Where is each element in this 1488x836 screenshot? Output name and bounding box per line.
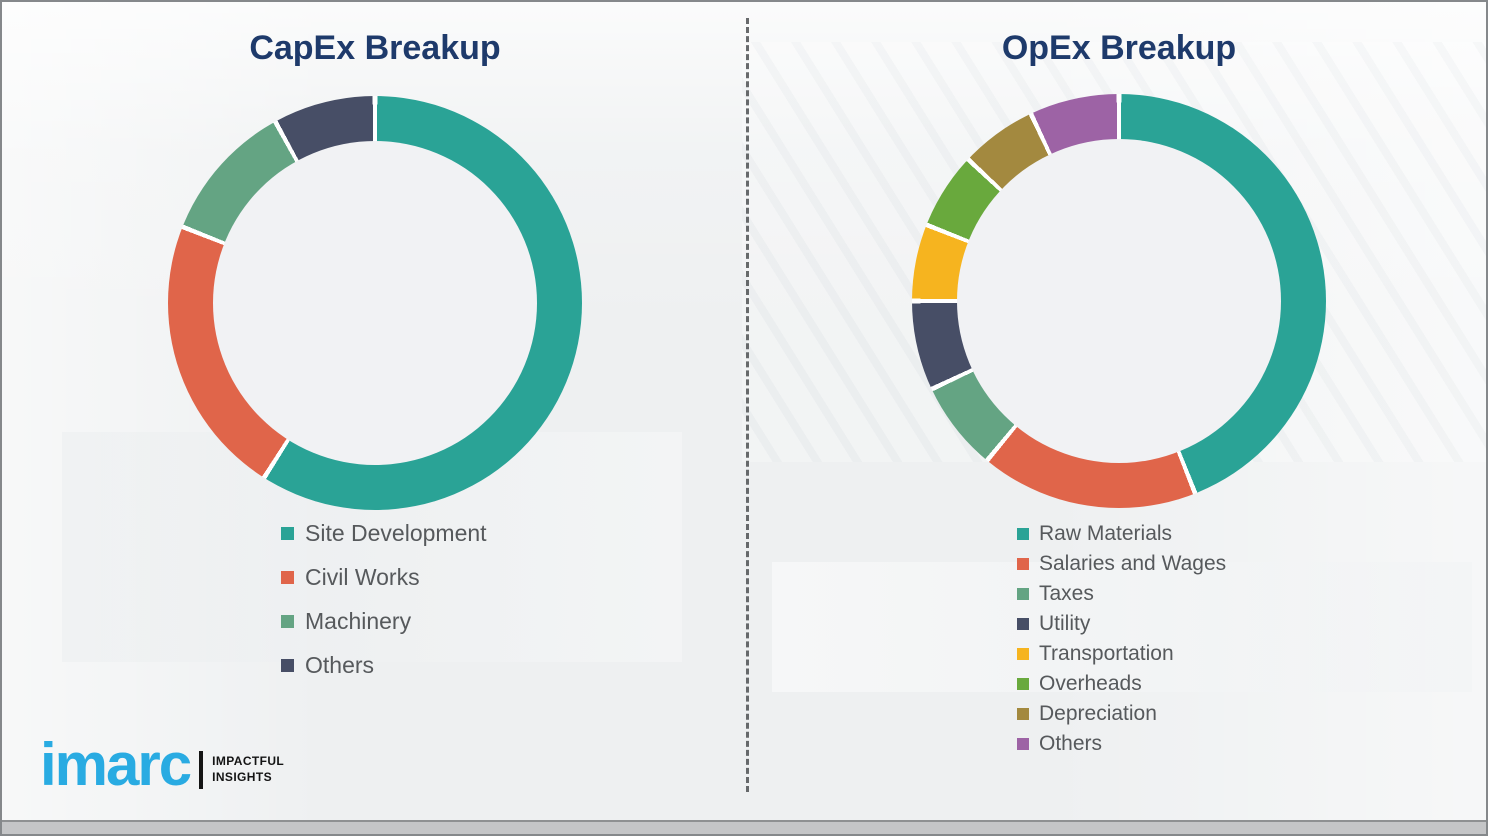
- legend-item: Transportation: [1017, 639, 1226, 669]
- imarc-tagline-line2: INSIGHTS: [212, 770, 272, 784]
- imarc-tagline-line1: IMPACTFUL: [212, 754, 285, 769]
- opex-donut-chart: [912, 94, 1326, 508]
- legend-label: Civil Works: [305, 563, 420, 590]
- legend-color-marker: [1017, 678, 1029, 690]
- legend-label: Raw Materials: [1039, 522, 1173, 545]
- opex-chart-title: OpEx Breakup: [1001, 29, 1237, 67]
- legend-item: Civil Works: [281, 555, 487, 599]
- legend-item: Utility: [1017, 609, 1226, 639]
- legend-color-marker: [1017, 708, 1029, 720]
- legend-color-marker: [281, 526, 294, 540]
- capex-donut-chart: [168, 96, 582, 510]
- legend-label: Transportation: [1039, 642, 1174, 665]
- legend-label: Others: [1039, 732, 1103, 755]
- capex-legend: Site Development Civil Works Machinery Othe…: [281, 511, 487, 687]
- capex-chart-title: CapEx Breakup: [249, 29, 501, 67]
- capex-donut-hole: [213, 141, 537, 465]
- bottom-strip: [2, 820, 1486, 834]
- legend-color-marker: [1017, 738, 1029, 750]
- legend-item: Others: [1017, 729, 1226, 759]
- imarc-logo-brand: imarc: [40, 731, 192, 798]
- legend-color-marker: [1017, 648, 1029, 660]
- legend-color-marker: [1017, 618, 1029, 630]
- imarc-logo-divider-bar: [199, 751, 204, 789]
- legend-label: Depreciation: [1039, 702, 1157, 725]
- opex-legend: Raw Materials Salaries and Wages Taxes Util…: [1017, 519, 1226, 759]
- imarc-logo: imarc IMPACTFUL INSIGHTS: [40, 735, 284, 795]
- imarc-logo-tagline: IMPACTFUL INSIGHTS: [212, 754, 284, 785]
- legend-color-marker: [1017, 558, 1029, 570]
- legend-label: Others: [305, 651, 375, 678]
- legend-label: Overheads: [1039, 672, 1142, 695]
- legend-label: Utility: [1039, 612, 1091, 635]
- legend-item: Machinery: [281, 599, 487, 643]
- legend-item: Salaries and Wages: [1017, 549, 1226, 579]
- legend-color-marker: [1017, 588, 1029, 600]
- panel-divider: [746, 18, 749, 792]
- legend-label: Salaries and Wages: [1039, 552, 1227, 575]
- legend-color-marker: [1017, 528, 1029, 540]
- legend-color-marker: [281, 614, 294, 628]
- legend-label: Taxes: [1039, 582, 1094, 605]
- legend-color-marker: [281, 658, 294, 672]
- legend-color-marker: [281, 570, 294, 584]
- legend-label: Site Development: [305, 519, 487, 546]
- opex-donut-hole: [957, 139, 1281, 463]
- legend-item: Raw Materials: [1017, 519, 1226, 549]
- legend-item: Taxes: [1017, 579, 1226, 609]
- legend-item: Overheads: [1017, 669, 1226, 699]
- legend-item: Others: [281, 643, 487, 687]
- legend-item: Site Development: [281, 511, 487, 555]
- legend-label: Machinery: [305, 607, 412, 634]
- legend-item: Depreciation: [1017, 699, 1226, 729]
